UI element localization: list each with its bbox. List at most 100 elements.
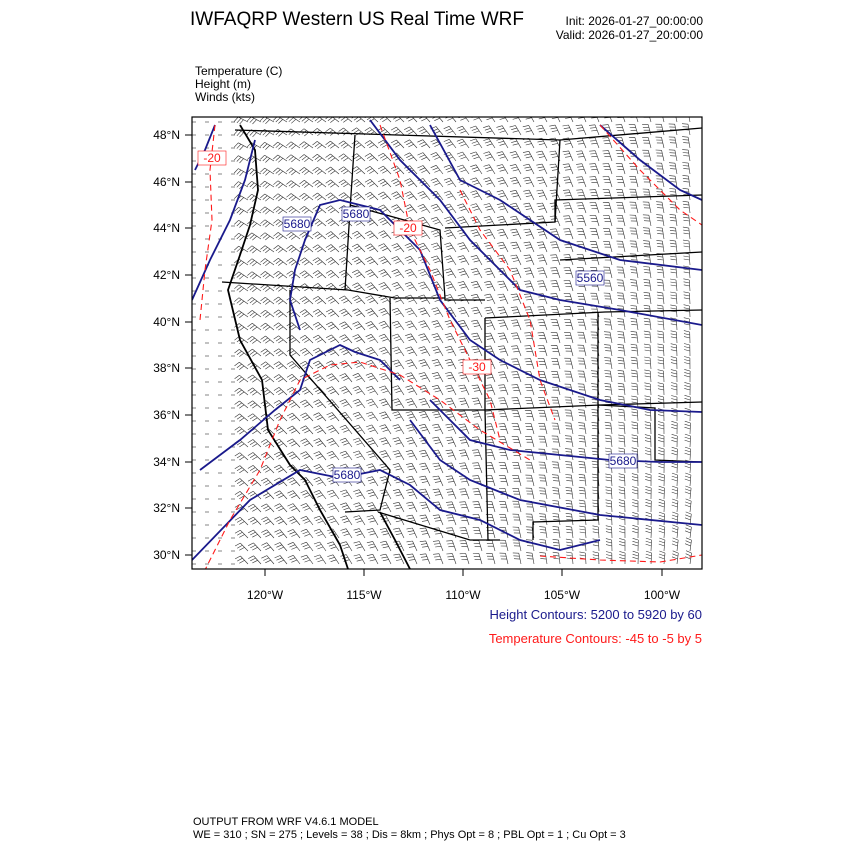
wind-barb — [377, 127, 392, 136]
wind-barb — [273, 438, 288, 448]
wind-barb — [339, 386, 353, 396]
wind-barb — [273, 141, 288, 150]
wind-barb — [247, 374, 262, 383]
wind-barb — [379, 450, 392, 461]
wind-barb — [313, 541, 327, 552]
wind-barb — [459, 540, 470, 552]
wind-barb — [432, 462, 444, 474]
wind-barb — [259, 129, 275, 137]
wind-barb — [260, 451, 275, 461]
wind-barb — [234, 310, 249, 319]
wind-barb — [406, 540, 418, 552]
wind-barb — [432, 514, 444, 526]
wind-barb — [377, 165, 392, 175]
wind-barb — [588, 124, 600, 136]
wind-barb — [684, 537, 692, 552]
wind-barb — [233, 117, 249, 125]
wind-barb — [459, 488, 470, 500]
wind-barb — [327, 554, 340, 565]
wind-barb — [260, 219, 275, 228]
wind-barb — [352, 347, 366, 357]
wind-barb — [260, 464, 275, 474]
wind-barb — [658, 473, 665, 487]
wind-barb — [443, 164, 457, 175]
wind-barb — [457, 255, 470, 266]
wind-barb — [524, 358, 535, 370]
wind-barb — [472, 553, 483, 565]
lat-tick-label: 42°N — [153, 268, 180, 282]
wind-barb — [260, 167, 275, 176]
wind-barb — [404, 255, 418, 266]
wind-barb — [539, 513, 548, 526]
wind-barb — [378, 372, 392, 383]
wind-barb — [300, 386, 314, 396]
wind-barb — [522, 151, 535, 162]
height-contour-legend: Height Contours: 5200 to 5920 by 60 — [489, 607, 702, 622]
wind-barb — [314, 554, 327, 565]
wind-barb — [484, 332, 496, 344]
wind-barb — [669, 265, 678, 279]
wind-barb — [378, 320, 392, 331]
field-temperature: Temperature (C) — [195, 64, 283, 78]
wind-barb — [484, 319, 496, 331]
wind-barb — [563, 319, 574, 331]
wind-barb — [510, 319, 522, 331]
wind-barb — [352, 398, 366, 409]
wind-barb — [549, 228, 561, 240]
wind-barb — [645, 550, 652, 565]
wind-barb — [655, 149, 665, 162]
wind-barb — [313, 386, 327, 396]
wind-barb — [431, 398, 444, 409]
wind-barb — [419, 462, 431, 474]
wind-barb — [537, 332, 548, 344]
wind-barb — [658, 485, 665, 500]
wind-barb — [300, 399, 314, 409]
wind-barb — [432, 488, 444, 500]
wind-barb — [603, 318, 613, 331]
wind-barb — [631, 408, 639, 422]
wind-barb — [273, 361, 288, 370]
wind-barb — [576, 202, 587, 214]
wind-barb — [575, 124, 587, 136]
wind-barb — [604, 421, 613, 435]
wind-barb — [286, 154, 301, 163]
wind-barb — [444, 268, 457, 279]
wind-barb — [511, 371, 522, 383]
wind-barb — [366, 554, 379, 565]
wind-barb — [539, 526, 548, 539]
wind-barb — [525, 461, 535, 474]
wind-barb — [470, 138, 483, 149]
wind-barb — [617, 395, 626, 409]
wind-barb — [338, 192, 353, 201]
wind-barb — [299, 180, 314, 188]
wind-barb — [485, 423, 496, 435]
lat-tick-label: 40°N — [153, 315, 180, 329]
wind-barb — [391, 165, 405, 175]
wind-barb — [325, 231, 340, 240]
wind-barb — [261, 516, 275, 526]
wind-barb — [431, 281, 444, 292]
wind-barb — [234, 400, 249, 409]
wind-barb — [510, 254, 522, 266]
wind-barb — [366, 476, 379, 487]
wind-barb — [645, 473, 652, 487]
wind-barb — [313, 373, 327, 383]
wind-barb — [286, 167, 301, 176]
wind-barb — [446, 553, 457, 565]
wind-barb — [432, 436, 444, 448]
plot-title: IWFAQRP Western US Real Time WRF — [190, 9, 524, 30]
wind-barb — [619, 538, 626, 551]
wind-barb — [562, 176, 574, 188]
wind-barb — [669, 175, 678, 188]
wind-barb — [458, 410, 470, 422]
wind-barb — [512, 462, 522, 474]
axis-ticks — [185, 134, 663, 576]
wind-barb — [444, 281, 457, 292]
wind-barb — [563, 228, 574, 240]
wind-barb — [471, 345, 483, 357]
wind-barb — [287, 529, 301, 539]
wind-barb — [457, 242, 470, 253]
wind-barb — [671, 498, 679, 513]
wind-barb — [286, 270, 301, 279]
